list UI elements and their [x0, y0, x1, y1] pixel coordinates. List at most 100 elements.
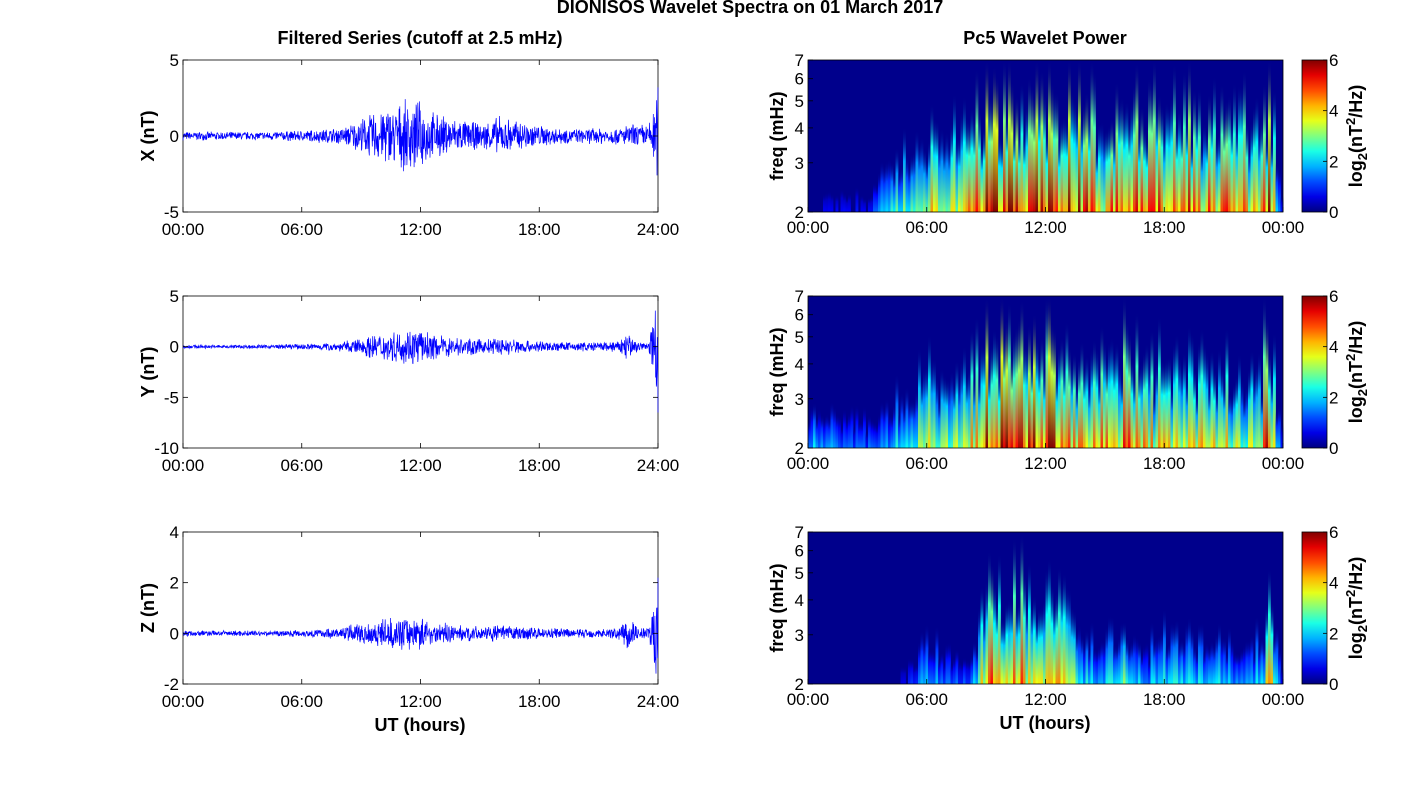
- power-column: [1138, 366, 1141, 448]
- x-tick-label: 18:00: [1143, 218, 1186, 237]
- power-column: [943, 662, 946, 684]
- y-tick-label: 0: [170, 338, 179, 357]
- power-column: [1160, 104, 1164, 212]
- colorbar-tick-label: 4: [1329, 574, 1338, 593]
- x-tick-label: 24:00: [637, 456, 680, 475]
- power-column: [1063, 362, 1066, 448]
- power-column: [875, 184, 879, 212]
- power-column: [883, 165, 886, 212]
- power-column: [1053, 91, 1056, 212]
- y-tick-label: 3: [795, 154, 804, 173]
- power-column: [1063, 116, 1066, 212]
- power-column: [1080, 340, 1084, 448]
- power-column: [1243, 69, 1246, 212]
- power-column: [1213, 644, 1216, 684]
- series-panel-x-series: 5 0 -500:00 06:00 12:00 18:00 24:00 X (nT): [138, 51, 679, 239]
- power-column: [1173, 623, 1176, 684]
- y-axis-label: Z (nT): [138, 583, 158, 633]
- power-column: [1273, 635, 1276, 684]
- series-line: [182, 577, 659, 674]
- y-tick-label: 6: [795, 70, 804, 89]
- power-column: [1135, 311, 1139, 448]
- power-column: [1158, 94, 1161, 212]
- power-column: [1038, 357, 1041, 448]
- power-column: [928, 649, 931, 684]
- x-tick-label: 00:00: [1262, 454, 1305, 473]
- power-column: [1000, 138, 1004, 212]
- power-column: [1245, 385, 1249, 448]
- power-column: [1060, 337, 1064, 448]
- power-column: [1035, 338, 1039, 448]
- power-column: [1120, 376, 1124, 448]
- power-column: [1040, 69, 1044, 212]
- power-column: [898, 170, 901, 212]
- power-column: [915, 664, 919, 684]
- power-column: [1028, 76, 1031, 213]
- power-column: [1015, 95, 1019, 212]
- power-column: [1178, 641, 1181, 684]
- power-column: [1140, 361, 1144, 448]
- power-column: [920, 136, 924, 212]
- power-column: [1030, 602, 1034, 684]
- power-column: [1008, 599, 1011, 684]
- colorbar-tick-label: 2: [1329, 152, 1338, 171]
- power-column: [925, 157, 929, 212]
- power-column: [1253, 105, 1256, 212]
- power-column: [923, 638, 926, 684]
- power-column: [1215, 389, 1219, 448]
- power-column: [945, 378, 949, 448]
- power-column: [950, 370, 954, 448]
- power-column: [1213, 76, 1216, 212]
- power-column: [908, 400, 911, 448]
- power-column: [998, 370, 1001, 448]
- power-column: [1200, 622, 1204, 684]
- power-column: [1005, 319, 1009, 448]
- power-column: [1145, 138, 1149, 212]
- power-column: [1168, 356, 1171, 448]
- power-column: [1193, 368, 1196, 448]
- power-column: [1183, 642, 1186, 684]
- x-tick-label: 00:00: [162, 692, 205, 711]
- power-column: [1280, 196, 1284, 212]
- y-tick-label: 7: [795, 287, 804, 306]
- power-column: [910, 153, 914, 212]
- power-column: [913, 151, 916, 212]
- power-column: [993, 328, 996, 448]
- power-column: [830, 193, 834, 212]
- power-column: [1270, 374, 1274, 448]
- y-tick-label: 5: [795, 564, 804, 583]
- power-column: [1145, 343, 1149, 448]
- power-column: [1248, 639, 1251, 684]
- power-column: [978, 376, 981, 448]
- power-column: [1240, 379, 1244, 448]
- power-column: [935, 120, 939, 212]
- power-column: [1158, 635, 1161, 684]
- power-column: [1250, 634, 1254, 684]
- power-column: [1220, 636, 1224, 684]
- power-column: [970, 328, 974, 448]
- power-column: [990, 95, 994, 212]
- x-tick-label: 18:00: [518, 692, 561, 711]
- power-column: [1153, 641, 1156, 684]
- power-column: [885, 398, 889, 448]
- colorbar-tick-label: 0: [1329, 439, 1338, 458]
- power-column: [1010, 81, 1014, 212]
- power-column: [1280, 423, 1284, 448]
- power-column: [1198, 342, 1201, 448]
- colorbar-tick-label: 0: [1329, 675, 1338, 694]
- power-column: [950, 663, 954, 684]
- power-column: [975, 315, 979, 448]
- power-column: [828, 417, 831, 448]
- power-column: [880, 161, 884, 212]
- power-column: [808, 419, 811, 448]
- power-column: [970, 655, 974, 684]
- power-column: [1083, 101, 1086, 212]
- power-column: [910, 658, 914, 684]
- power-column: [1278, 648, 1281, 684]
- y-tick-label: 3: [795, 390, 804, 409]
- power-column: [1125, 320, 1129, 448]
- power-column: [1140, 105, 1144, 212]
- power-column: [1138, 641, 1141, 684]
- power-column: [933, 118, 936, 212]
